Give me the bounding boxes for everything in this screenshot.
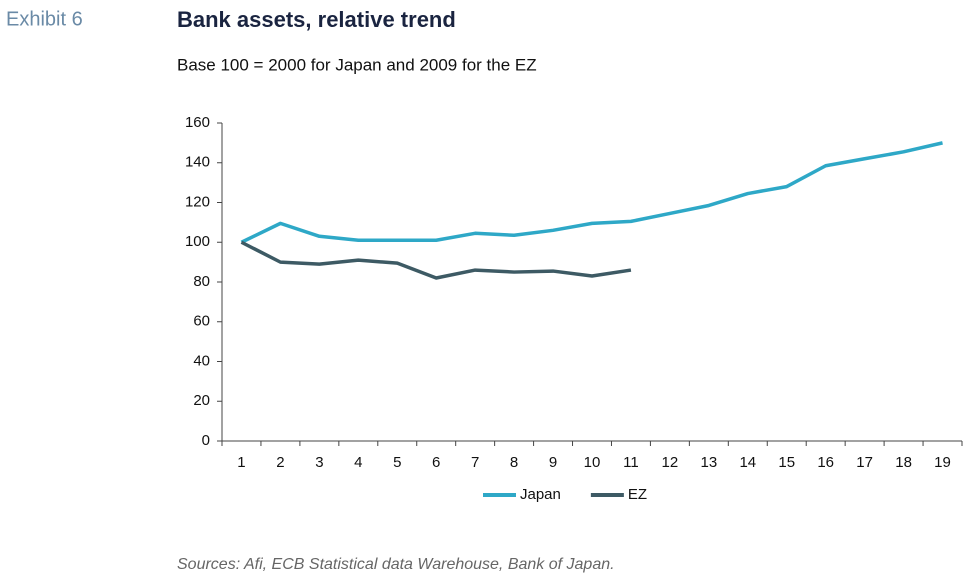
- x-tick-label: 18: [895, 454, 912, 471]
- x-tick-label: 14: [739, 454, 756, 471]
- y-tick-label: 0: [202, 432, 210, 449]
- y-tick-label: 80: [193, 273, 210, 290]
- chart-title: Bank assets, relative trend: [177, 7, 456, 32]
- series-line: [240, 141, 943, 244]
- legend-label: Japan: [520, 486, 561, 503]
- legend-label: EZ: [628, 486, 647, 503]
- y-tick-label: 40: [193, 352, 210, 369]
- y-tick-label: 100: [185, 233, 210, 250]
- x-tick-label: 12: [662, 454, 679, 471]
- x-tick-label: 13: [700, 454, 717, 471]
- x-tick-label: 1: [237, 454, 245, 471]
- x-tick-label: 16: [817, 454, 834, 471]
- y-tick-label: 20: [193, 392, 210, 409]
- y-tick-label: 120: [185, 193, 210, 210]
- x-tick-label: 15: [778, 454, 795, 471]
- y-tick-label: 60: [193, 313, 210, 330]
- x-tick-label: 8: [510, 454, 518, 471]
- y-tick-label: 140: [185, 154, 210, 171]
- x-tick-label: 9: [549, 454, 557, 471]
- x-tick-label: 4: [354, 454, 362, 471]
- exhibit-label: Exhibit 6: [6, 8, 83, 30]
- x-tick-label: 7: [471, 454, 479, 471]
- x-tick-label: 3: [315, 454, 323, 471]
- source-note: Sources: Afi, ECB Statistical data Wareh…: [177, 556, 615, 573]
- x-tick-label: 6: [432, 454, 440, 471]
- x-tick-label: 19: [934, 454, 951, 471]
- x-tick-label: 11: [623, 454, 639, 471]
- y-tick-label: 160: [185, 114, 210, 131]
- x-tick-label: 17: [856, 454, 873, 471]
- x-tick-label: 2: [276, 454, 284, 471]
- x-tick-label: 5: [393, 454, 401, 471]
- series-line: [240, 240, 632, 280]
- chart-subtitle: Base 100 = 2000 for Japan and 2009 for t…: [177, 55, 537, 74]
- x-tick-label: 10: [584, 454, 601, 471]
